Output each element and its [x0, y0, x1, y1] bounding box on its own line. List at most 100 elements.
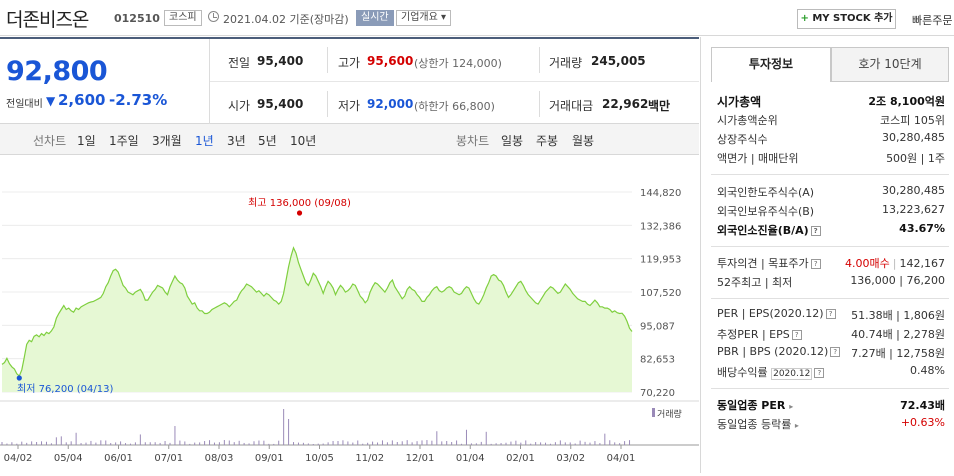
change-label: 전일대비 — [6, 99, 43, 110]
period-1d[interactable]: 1일 — [77, 134, 96, 148]
price-line — [1, 246, 633, 378]
high-label: 고가 — [338, 56, 361, 70]
period-10y[interactable]: 10년 — [290, 134, 317, 148]
open-label: 시가 — [228, 99, 251, 113]
par-row: 액면가 | 매매단위 500원 | 1주 — [717, 150, 945, 169]
x-tick-label: 12/01 — [406, 453, 435, 464]
sector-per-label: 동일업종 PER ▸ — [717, 397, 793, 413]
dividend-value: 0.48% — [910, 364, 945, 377]
price-summary: 92,800 전일대비 ▼ 2,600 -2.73% 전일 95,400 시가 … — [0, 37, 699, 124]
y-tick-label: 70,220 — [640, 388, 675, 399]
tab-invest-info[interactable]: 투자정보 — [711, 47, 831, 82]
high-value: 95,600 — [367, 54, 414, 68]
sector-change-value: +0.63% — [900, 416, 945, 429]
pbr-label: PBR | BPS (2020.12)? — [717, 345, 841, 358]
help-icon[interactable]: ? — [814, 368, 825, 378]
tab-orderbook-10[interactable]: 호가 10단계 — [831, 47, 949, 82]
foreign-limit-label: 외국인한도주식수(A) — [717, 186, 815, 199]
sector-per-row: 동일업종 PER ▸ 72.43배 — [717, 397, 945, 416]
per-row: PER | EPS(2020.12)? 51.38배 | 1,806원 — [717, 307, 945, 326]
w52-value: 136,000 | 76,200 — [850, 274, 945, 287]
candle-monthly[interactable]: 월봉 — [572, 134, 595, 148]
add-mystock-label: MY STOCK 추가 — [812, 13, 893, 24]
volume-legend: 거래량 — [657, 408, 682, 420]
sector-change-label: 동일업종 등락률 ▸ — [717, 416, 799, 432]
amount-value: 22,962 — [602, 97, 649, 111]
sector-change-label-text: 동일업종 등락률 — [717, 418, 792, 431]
low-value: 92,000 — [367, 97, 414, 111]
invest-info-panel: 투자정보 호가 10단계 시가총액 2조 8,100억원 시가총액순위 코스피 … — [700, 37, 954, 473]
foreign-ratio-label-text: 외국인소진율(B/A) — [717, 224, 809, 237]
rank-value: 코스피 105위 — [880, 114, 945, 127]
lower-limit: (하한가 66,800) — [414, 100, 495, 113]
help-icon[interactable]: ? — [825, 309, 836, 319]
dividend-label: 배당수익률 2020.12? — [717, 364, 825, 380]
period-1w[interactable]: 1주일 — [109, 134, 139, 148]
opinion-label-text: 투자의견 | 목표주가 — [717, 257, 809, 270]
add-mystock-button[interactable]: + MY STOCK 추가 — [797, 9, 896, 29]
pbr-row: PBR | BPS (2020.12)? 7.27배 | 12,758원 — [717, 345, 945, 364]
max-marker — [296, 210, 303, 216]
min-label: 최저 76,200 (04/13) — [17, 383, 113, 395]
change-percent: -2.73% — [109, 91, 168, 109]
company-overview-dropdown[interactable]: 기업개요 ▾ — [396, 10, 451, 26]
candle-weekly[interactable]: 주봉 — [536, 134, 559, 148]
pbr-label-text: PBR | BPS (2020.12) — [717, 345, 829, 358]
foreign-ratio-label: 외국인소진율(B/A)? — [717, 222, 821, 238]
divider — [327, 91, 328, 117]
current-price: 92,800 — [6, 56, 108, 87]
caret-right-icon: ▸ — [789, 402, 794, 411]
low-label: 저가 — [338, 99, 361, 113]
y-tick-label: 82,653 — [640, 355, 675, 366]
price-chart-svg: 144,820 132,386 119,953 107,520 95,087 82,653… — [0, 188, 699, 464]
foreign-ratio-value: 43.67% — [899, 222, 945, 235]
divider — [210, 81, 699, 82]
x-tick-label: 04/02 — [4, 453, 33, 464]
w52-label: 52주최고 | 최저 — [717, 276, 793, 289]
help-icon[interactable]: ? — [810, 226, 821, 236]
per-label: PER | EPS(2020.12)? — [717, 307, 836, 320]
dividend-row: 배당수익률 2020.12? 0.48% — [717, 364, 945, 383]
market-cap-label: 시가총액 — [717, 95, 762, 109]
sector-per-label-text: 동일업종 PER — [717, 399, 786, 412]
shares-row: 상장주식수 30,280,485 — [717, 131, 945, 150]
x-tick-label: 09/01 — [255, 453, 284, 464]
realtime-button[interactable]: 실시간 — [356, 10, 394, 26]
price-chart[interactable]: 144,820 132,386 119,953 107,520 95,087 82,653… — [0, 156, 699, 473]
opinion-value: 4.00매수 | 142,167 — [845, 257, 945, 270]
sector-change-row: 동일업종 등락률 ▸ +0.63% — [717, 416, 945, 435]
period-3m[interactable]: 3개월 — [152, 134, 182, 148]
amount-label: 거래대금 — [549, 99, 594, 113]
y-tick-label: 95,087 — [640, 321, 675, 332]
foreign-hold-label: 외국인보유주식수(B) — [717, 205, 815, 218]
help-icon[interactable]: ? — [830, 347, 841, 357]
candle-daily[interactable]: 일봉 — [501, 134, 524, 148]
est-per-label: 추정PER | EPS? — [717, 326, 802, 342]
prev-close-value: 95,400 — [257, 54, 304, 68]
period-5y[interactable]: 5년 — [258, 134, 277, 148]
period-3y[interactable]: 3년 — [227, 134, 246, 148]
shares-label: 상장주식수 — [717, 133, 768, 146]
chart-period-bar: 선차트 1일 1주일 3개월 1년 3년 5년 10년 봉차트 일봉 주봉 월봉 — [0, 124, 699, 155]
foreign-hold-value: 13,223,627 — [882, 203, 945, 216]
shares-value: 30,280,485 — [882, 131, 945, 144]
help-icon[interactable]: ? — [810, 259, 821, 269]
divider — [539, 47, 540, 73]
foreign-limit-value: 30,280,485 — [882, 184, 945, 197]
plus-icon: + — [800, 13, 813, 24]
x-tick-label: 03/02 — [556, 453, 585, 464]
period-1y[interactable]: 1년 — [195, 134, 214, 148]
divider — [711, 388, 949, 389]
divider — [711, 298, 949, 299]
min-marker — [16, 375, 22, 381]
down-arrow-icon: ▼ — [46, 94, 56, 108]
caret-right-icon: ▸ — [794, 421, 799, 430]
help-icon[interactable]: ? — [791, 330, 802, 340]
x-tick-label: 08/03 — [205, 453, 234, 464]
pbr-value: 7.27배 | 12,758원 — [851, 347, 945, 360]
date-basis: 2021.04.02 기준(장마감) — [223, 13, 349, 26]
quick-order-link[interactable]: 빠른주문 — [912, 14, 953, 27]
foreign-limit-row: 외국인한도주식수(A) 30,280,485 — [717, 184, 945, 203]
foreign-hold-row: 외국인보유주식수(B) 13,223,627 — [717, 203, 945, 222]
per-value: 51.38배 | 1,806원 — [851, 309, 945, 322]
